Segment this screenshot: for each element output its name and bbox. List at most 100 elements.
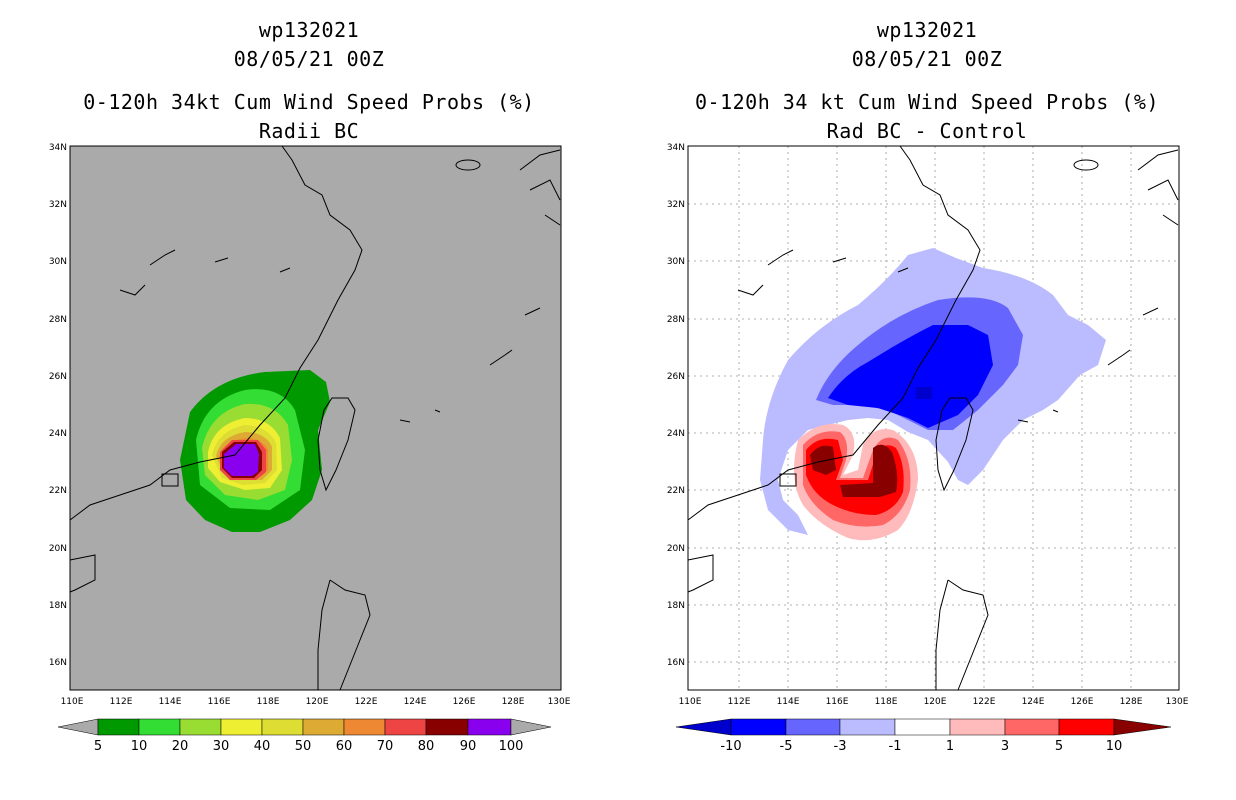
colorbar-swatch (785, 718, 841, 736)
lat-label: 16N (667, 658, 685, 668)
colorbar-label: 30 (213, 739, 230, 754)
colorbar-label: 10 (1106, 739, 1123, 754)
lat-label: 34N (49, 143, 67, 153)
right-map-frame (687, 145, 1180, 691)
left-subtitle: Radii BC (258, 119, 360, 143)
luzon-outline (317, 579, 371, 691)
island-scatter (119, 249, 291, 296)
taiwan-outline (317, 397, 356, 492)
colorbar-swatch (343, 718, 386, 736)
lon-label: 126E (1071, 697, 1094, 707)
lat-label: 20N (667, 544, 685, 554)
ryukyu-islands (1017, 307, 1159, 423)
lon-label: 112E (110, 697, 133, 707)
taiwan-outline (935, 397, 974, 492)
colorbar-swatch (384, 718, 427, 736)
colorbar-swatch (302, 718, 345, 736)
colorbar-label: 80 (418, 739, 435, 754)
right-subtitle: Rad BC - Control (826, 119, 1028, 143)
kyushu-outline (1137, 149, 1179, 226)
left-panel: wp132021 08/05/21 00Z 0-120h 34kt Cum Wi… (49, 18, 571, 754)
right-coastlines (687, 145, 1179, 691)
right-lat-labels: 34N 32N 30N 28N 26N 24N 22N 20N 18N 16N (667, 143, 685, 668)
kyushu-outline (519, 149, 561, 226)
left-map: 34N 32N 30N 28N 26N 24N 22N 20N 18N 16N … (49, 143, 571, 754)
colorbar-label: 60 (336, 739, 353, 754)
colorbar-arrow-right (1113, 718, 1172, 736)
colorbar-label: 3 (1001, 739, 1009, 754)
colorbar-swatch (220, 718, 263, 736)
colorbar-swatch (730, 718, 787, 736)
lon-label: 130E (1166, 697, 1189, 707)
lon-label: 110E (61, 697, 84, 707)
lat-label: 32N (667, 200, 685, 210)
lat-label: 22N (667, 486, 685, 496)
lat-label: 28N (667, 315, 685, 325)
lat-label: 32N (49, 200, 67, 210)
left-colorbar (57, 718, 552, 736)
colorbar-swatch (949, 718, 1006, 736)
contour-90 (224, 444, 259, 476)
lat-label: 24N (667, 429, 685, 439)
colorbar-swatch (894, 718, 951, 736)
colorbar-arrow-left (675, 718, 732, 736)
colorbar-label: -1 (889, 739, 902, 754)
right-colorbar-labels: -10 -5 -3 -1 1 3 5 10 (720, 739, 1122, 754)
left-datetime: 08/05/21 00Z (233, 47, 385, 71)
left-map-frame (69, 145, 562, 691)
right-title: 0-120h 34 kt Cum Wind Speed Probs (%) (694, 90, 1160, 114)
left-storm-id: wp132021 (258, 18, 360, 42)
lon-label: 128E (502, 697, 525, 707)
lon-label: 126E (453, 697, 476, 707)
lon-label: 124E (1022, 697, 1045, 707)
right-lon-labels: 110E 112E 114E 116E 118E 120E 122E 124E … (679, 697, 1189, 707)
lat-label: 24N (49, 429, 67, 439)
colorbar-label: 10 (131, 739, 148, 754)
lat-label: 30N (667, 257, 685, 267)
right-diff-contours (760, 248, 1106, 541)
colorbar-swatch (425, 718, 469, 736)
colorbar-swatch (467, 718, 512, 736)
china-coast (69, 145, 363, 521)
lat-label: 30N (49, 257, 67, 267)
china-coast (687, 145, 981, 521)
left-prob-contours (180, 370, 330, 532)
lon-label: 128E (1120, 697, 1143, 707)
lon-label: 114E (777, 697, 800, 707)
left-coastlines (69, 145, 561, 691)
lon-label: 114E (159, 697, 182, 707)
colorbar-swatch (261, 718, 304, 736)
colorbar-swatch (1058, 718, 1115, 736)
lon-label: 116E (208, 697, 231, 707)
lon-label: 122E (973, 697, 996, 707)
lon-label: 110E (679, 697, 702, 707)
right-map: 34N 32N 30N 28N 26N 24N 22N 20N 18N 16N … (667, 143, 1189, 754)
lat-label: 28N (49, 315, 67, 325)
colorbar-label: 20 (172, 739, 189, 754)
lon-label: 116E (826, 697, 849, 707)
right-colorbar (675, 718, 1172, 736)
luzon-outline (935, 579, 989, 691)
colorbar-swatch (179, 718, 222, 736)
lat-label: 18N (49, 601, 67, 611)
colorbar-arrow-left (57, 718, 99, 736)
hainan-outline (69, 554, 96, 593)
colorbar-label: 70 (377, 739, 394, 754)
lat-label: 18N (667, 601, 685, 611)
left-colorbar-labels: 5 10 20 30 40 50 60 70 80 90 100 (94, 739, 524, 754)
island-scatter (737, 249, 909, 296)
hainan-outline (687, 554, 714, 593)
colorbar-swatch (97, 718, 140, 736)
contour-pos-10 (810, 444, 898, 497)
lat-label: 20N (49, 544, 67, 554)
lat-label: 34N (667, 143, 685, 153)
lat-label: 26N (667, 372, 685, 382)
colorbar-swatch (138, 718, 181, 736)
left-lat-labels: 34N 32N 30N 28N 26N 24N 22N 20N 18N 16N (49, 143, 67, 668)
left-title: 0-120h 34kt Cum Wind Speed Probs (%) (83, 90, 535, 114)
lon-label: 118E (875, 697, 898, 707)
hongkong-box (161, 473, 179, 487)
lon-label: 130E (548, 697, 571, 707)
island-north (455, 159, 481, 171)
colorbar-label: 5 (94, 739, 102, 754)
